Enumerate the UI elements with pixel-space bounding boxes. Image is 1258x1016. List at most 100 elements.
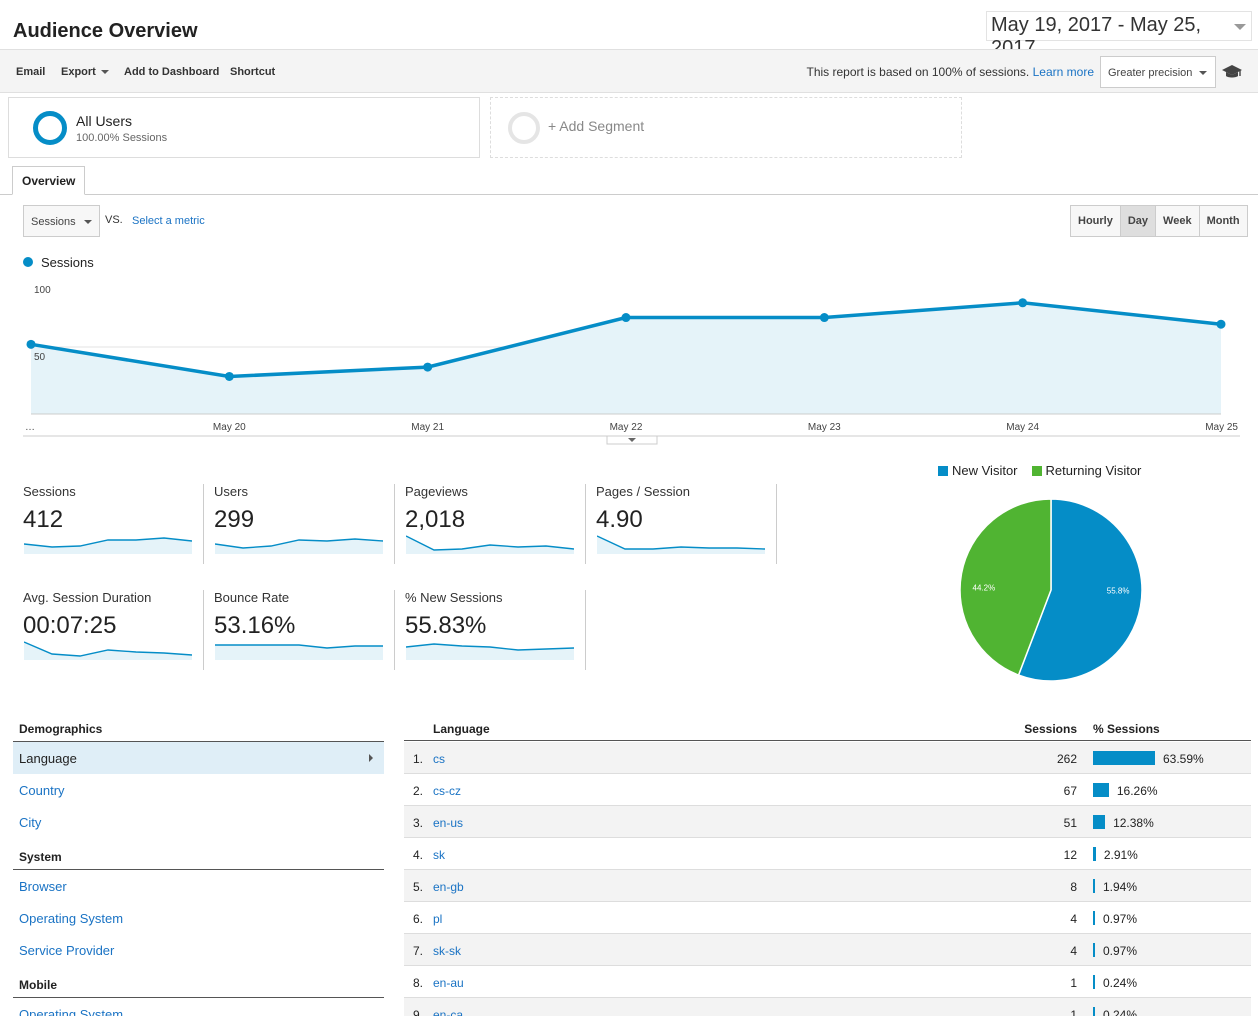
table-row[interactable]: 7. sk-sk 4 0.97% (404, 934, 1251, 966)
table-row[interactable]: 1. cs 262 63.59% (404, 742, 1251, 774)
time-button-month[interactable]: Month (1199, 206, 1247, 236)
scorecard-label: Pageviews (405, 484, 468, 499)
nav-item-operating-system[interactable]: Operating System (13, 998, 384, 1016)
export-button[interactable]: Export (61, 66, 109, 78)
pie-legend-item[interactable]: Returning Visitor (1031, 463, 1141, 478)
time-button-hourly[interactable]: Hourly (1071, 206, 1121, 236)
shortcut-button[interactable]: Shortcut (230, 66, 276, 78)
share-bar (1093, 879, 1095, 893)
x-tick-label: May 22 (610, 422, 643, 433)
language-link[interactable]: sk (433, 848, 445, 862)
col-sessions[interactable]: Sessions (1024, 722, 1077, 736)
pie-legend: New Visitor Returning Visitor (938, 463, 1141, 478)
scorecard-value: 00:07:25 (23, 612, 117, 639)
sessions-point[interactable] (224, 371, 234, 381)
scorecard[interactable]: Users 299 (214, 484, 405, 566)
pct-sessions-value: 0.24% (1103, 976, 1138, 990)
segment-all-users[interactable]: All Users 100.00% Sessions (8, 97, 480, 158)
visitor-pie-chart[interactable]: 55.8% 44.2% (955, 494, 1147, 686)
scorecard[interactable]: Pageviews 2,018 (405, 484, 596, 566)
language-link[interactable]: sk-sk (433, 944, 461, 958)
pie-slice-new-visitor[interactable] (1017, 498, 1143, 682)
time-button-week[interactable]: Week (1156, 206, 1200, 236)
sessions-value: 1 (1070, 976, 1077, 990)
nav-section-heading: System (19, 850, 62, 864)
scorecard-divider (394, 484, 395, 564)
nav-item-city[interactable]: City (13, 806, 384, 838)
sessions-point[interactable] (26, 339, 36, 349)
x-tick-label: May 21 (411, 422, 444, 433)
y-tick-label: 100 (34, 285, 51, 296)
add-segment-button[interactable]: + Add Segment (490, 97, 962, 158)
sparkline (597, 535, 765, 554)
table-row[interactable]: 3. en-us 51 12.38% (404, 806, 1251, 838)
row-index: 8. (413, 976, 424, 990)
pie-legend-item[interactable]: New Visitor (938, 463, 1018, 478)
sessions-point[interactable] (1216, 319, 1226, 329)
add-to-dashboard-button[interactable]: Add to Dashboard (124, 66, 220, 78)
tab-divider (0, 194, 1258, 195)
sparkline (24, 537, 192, 554)
legend-dot-icon (23, 257, 33, 267)
sparkline-line (406, 535, 574, 551)
language-link[interactable]: en-us (433, 816, 464, 830)
language-link[interactable]: en-au (433, 976, 464, 990)
x-tick-label: … (25, 422, 35, 433)
nav-item-language[interactable]: Language (13, 742, 384, 774)
pie-slice-returning-visitor[interactable] (959, 498, 1052, 676)
sampling-note: This report is based on 100% of sessions… (806, 65, 1094, 79)
graduation-cap-icon[interactable] (1222, 64, 1242, 80)
share-bar (1093, 943, 1095, 957)
empty-segment-ring-icon (508, 112, 540, 144)
scorecard-label: Bounce Rate (214, 590, 290, 605)
language-link[interactable]: en-ca (433, 1008, 464, 1016)
sessions-point[interactable] (423, 362, 433, 372)
vs-label: VS. (105, 214, 123, 226)
sparkline-area (597, 536, 765, 554)
nav-item-browser[interactable]: Browser (13, 870, 384, 902)
tab-overview[interactable]: Overview (12, 166, 85, 195)
time-granularity-group: Hourly Day Week Month (1070, 205, 1248, 237)
col-pct-sessions[interactable]: % Sessions (1093, 722, 1160, 736)
nav-item-service-provider[interactable]: Service Provider (13, 934, 384, 966)
table-row[interactable]: 9. en-ca 1 0.24% (404, 998, 1251, 1016)
select-metric-link[interactable]: Select a metric (132, 215, 205, 227)
table-row[interactable]: 2. cs-cz 67 16.26% (404, 774, 1251, 806)
nav-item-label: Country (19, 783, 65, 798)
metric-select[interactable]: Sessions (23, 205, 100, 237)
nav-item-operating-system[interactable]: Operating System (13, 902, 384, 934)
language-link[interactable]: pl (433, 912, 443, 926)
learn-more-link[interactable]: Learn more (1032, 65, 1094, 79)
precision-select[interactable]: Greater precision (1100, 56, 1216, 88)
time-button-day[interactable]: Day (1120, 206, 1157, 236)
table-row[interactable]: 6. pl 4 0.97% (404, 902, 1251, 934)
nav-section-rule (13, 741, 384, 742)
scorecard[interactable]: Sessions 412 (23, 484, 214, 566)
email-button[interactable]: Email (16, 66, 46, 78)
scorecard-divider (585, 484, 586, 564)
sessions-value: 1 (1070, 1008, 1077, 1016)
nav-item-country[interactable]: Country (13, 774, 384, 806)
scorecard-value: 55.83% (405, 612, 487, 639)
sessions-point[interactable] (621, 313, 631, 323)
sparkline-line (215, 644, 383, 649)
table-row[interactable]: 4. sk 12 2.91% (404, 838, 1251, 870)
nav-item-label: Browser (19, 879, 67, 894)
scorecard[interactable]: Avg. Session Duration 00:07:25 (23, 590, 214, 672)
share-bar (1093, 783, 1109, 797)
sessions-point[interactable] (1018, 298, 1028, 308)
language-link[interactable]: en-gb (433, 880, 464, 894)
language-link[interactable]: cs-cz (433, 784, 461, 798)
sessions-point[interactable] (819, 313, 829, 323)
language-link[interactable]: cs (433, 752, 445, 766)
date-range-picker[interactable]: May 19, 2017 - May 25, 2017 (986, 11, 1252, 59)
nav-section-rule (13, 997, 384, 998)
scorecard-divider (585, 590, 586, 670)
scorecard[interactable]: % New Sessions 55.83% (405, 590, 596, 672)
scorecard[interactable]: Bounce Rate 53.16% (214, 590, 405, 672)
scorecard[interactable]: Pages / Session 4.90 (596, 484, 787, 566)
sessions-line-chart[interactable]: 100 50 … May 20 May 21 May 22 May 23 May 24 May … (0, 278, 1258, 448)
table-row[interactable]: 8. en-au 1 0.24% (404, 966, 1251, 998)
table-row[interactable]: 5. en-gb 8 1.94% (404, 870, 1251, 902)
row-index: 5. (413, 880, 424, 894)
